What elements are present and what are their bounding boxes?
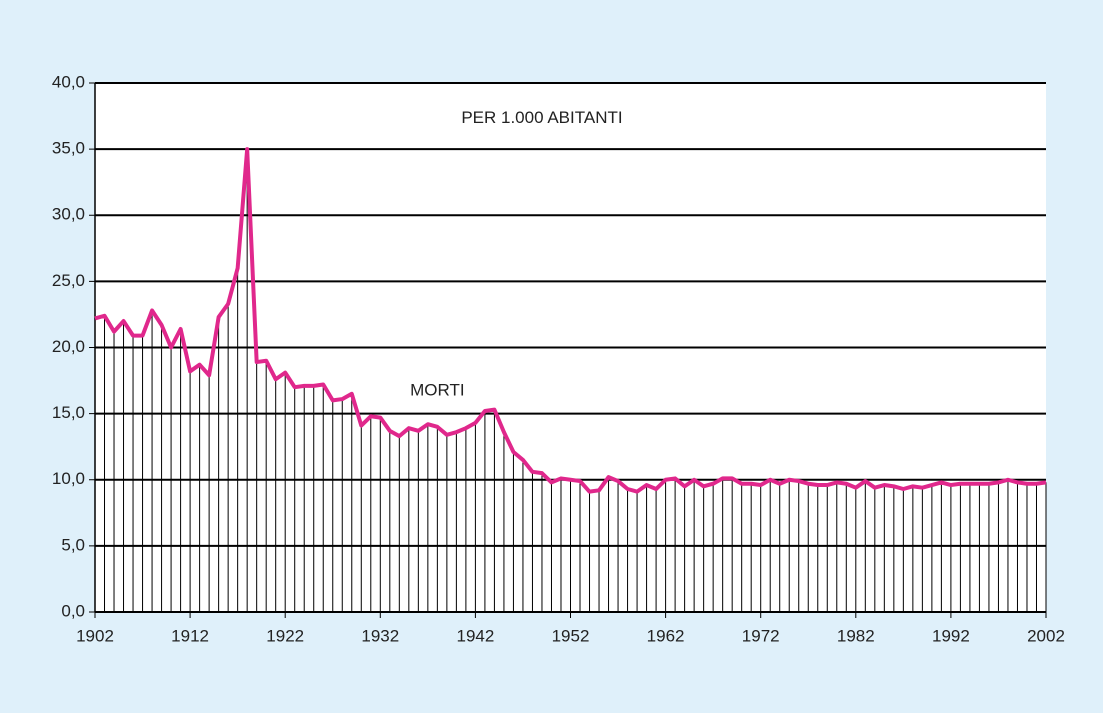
y-tick-label: 20,0 — [52, 337, 85, 356]
x-tick-label: 1982 — [837, 626, 875, 645]
y-tick-label: 5,0 — [61, 535, 85, 554]
x-tick-label: 1952 — [552, 626, 590, 645]
x-tick-label: 1922 — [266, 626, 304, 645]
x-tick-label: 1942 — [456, 626, 494, 645]
data-line — [94, 147, 1047, 494]
x-tick-label: 1992 — [932, 626, 970, 645]
series-label: MORTI — [410, 381, 464, 400]
x-tick-label: 1972 — [742, 626, 780, 645]
y-tick-label: 15,0 — [52, 403, 85, 422]
x-tick-label: 1932 — [361, 626, 399, 645]
x-tick-label: 1912 — [171, 626, 209, 645]
y-tick-label: 40,0 — [52, 72, 85, 91]
y-tick-label: 25,0 — [52, 271, 85, 290]
annotation: PER 1.000 ABITANTI — [461, 108, 622, 127]
y-tick-label: 35,0 — [52, 139, 85, 158]
x-tick-label: 1902 — [76, 626, 114, 645]
x-tick-label: 2002 — [1027, 626, 1065, 645]
y-tick-label: 0,0 — [61, 601, 85, 620]
y-tick-label: 10,0 — [52, 469, 85, 488]
x-tick-label: 1962 — [647, 626, 685, 645]
y-tick-label: 30,0 — [52, 205, 85, 224]
